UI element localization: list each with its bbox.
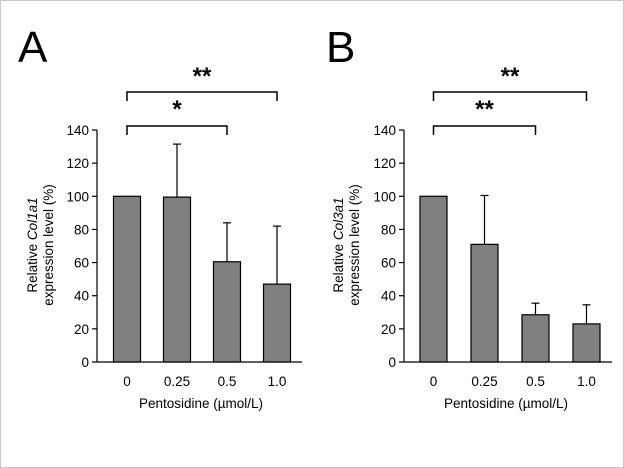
y-axis-title-line2: expression level (%) (41, 184, 56, 306)
bar (112, 195, 142, 363)
x-axis-title: Pentosidine (µmol/L) (139, 396, 263, 411)
bar (419, 195, 448, 363)
x-tick-label: 0.5 (218, 374, 237, 389)
y-tick-label: 100 (66, 189, 89, 204)
y-tick-label: 60 (74, 256, 89, 271)
y-axis-title-line1: Relative Col3a1 (331, 197, 346, 292)
bar (262, 283, 292, 363)
y-tick-label: 140 (373, 123, 396, 138)
bar (162, 196, 192, 363)
y-tick-label: 80 (381, 222, 396, 237)
x-tick-label: 0.25 (164, 374, 190, 389)
y-tick-label: 120 (66, 156, 89, 171)
significance-label: ** (475, 96, 494, 123)
panel-b: B Relative Col3a1 expression level (%) P… (326, 23, 612, 411)
x-tick-label: 0 (123, 374, 131, 389)
y-tick-label: 120 (373, 156, 396, 171)
y-axis-title-line1: Relative Col1a1 (25, 197, 40, 292)
significance-label: ** (193, 63, 212, 90)
x-axis-title: Pentosidine (µmol/L) (444, 396, 568, 411)
y-tick-label: 40 (381, 289, 396, 304)
significance-bracket (126, 125, 228, 135)
x-tick-label: 1.0 (577, 374, 596, 389)
y-axis-title-line2: expression level (%) (347, 184, 362, 306)
panel-letter: B (326, 23, 355, 72)
y-tick-label: 20 (381, 322, 396, 337)
y-tick-label: 60 (381, 256, 396, 271)
bar (212, 261, 242, 363)
significance-bracket (126, 91, 278, 101)
y-tick-label: 140 (66, 123, 89, 138)
x-tick-label: 0 (430, 374, 438, 389)
y-tick-label: 40 (74, 289, 89, 304)
significance-bracket (432, 91, 588, 101)
x-tick-label: 1.0 (268, 374, 287, 389)
panel-a: A Relative Col1a1 expression level (%) P… (18, 23, 302, 411)
x-tick-label: 0.25 (471, 374, 497, 389)
y-tick-label: 0 (388, 355, 396, 370)
y-tick-label: 0 (81, 355, 89, 370)
bar (470, 243, 499, 363)
y-tick-label: 20 (74, 322, 89, 337)
significance-bracket (432, 125, 537, 135)
bar (572, 323, 601, 363)
panel-letter: A (18, 23, 48, 72)
y-tick-label: 100 (373, 189, 396, 204)
y-tick-label: 80 (74, 222, 89, 237)
bar (521, 314, 550, 363)
x-tick-label: 0.5 (526, 374, 545, 389)
significance-label: ** (501, 63, 520, 90)
significance-label: * (172, 96, 182, 123)
